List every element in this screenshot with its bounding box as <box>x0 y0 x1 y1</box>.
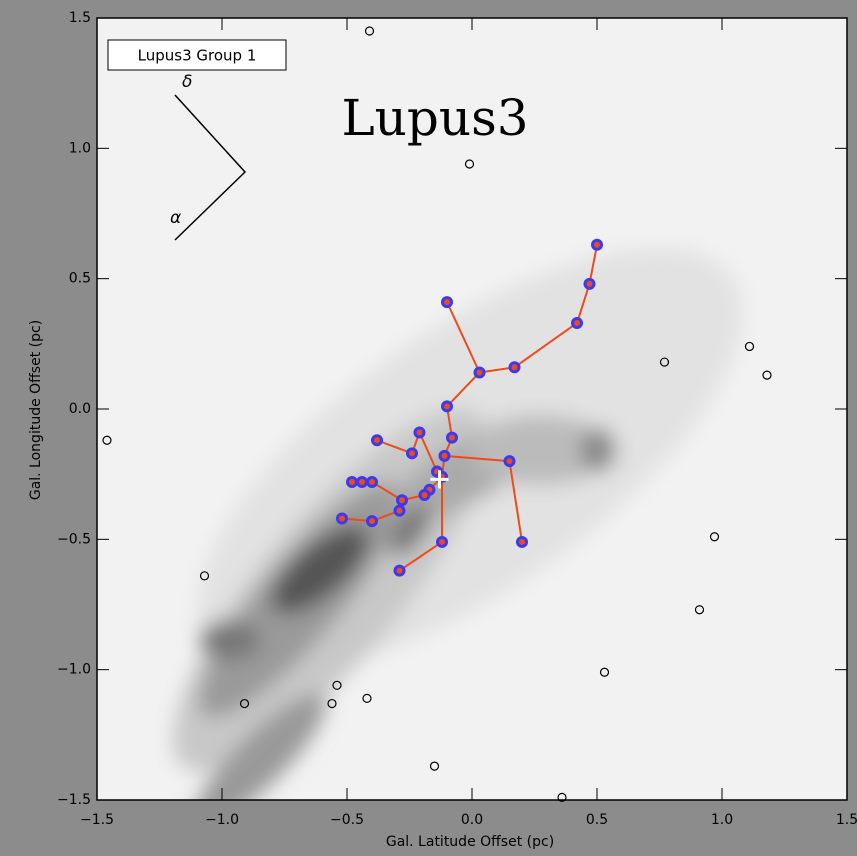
x-tick-label: −0.5 <box>330 812 364 828</box>
compass-east: α <box>170 208 181 228</box>
chart-title: Lupus3 <box>341 89 528 147</box>
member-point <box>348 477 357 486</box>
member-point <box>368 477 377 486</box>
member-point <box>593 240 602 249</box>
y-tick-label: −1.0 <box>57 662 91 678</box>
x-tick-label: −1.0 <box>205 812 239 828</box>
member-point <box>518 537 527 546</box>
member-point <box>438 537 447 546</box>
member-point <box>395 566 404 575</box>
member-point <box>358 477 367 486</box>
member-point <box>368 517 377 526</box>
member-point <box>585 279 594 288</box>
member-point <box>408 449 417 458</box>
member-point <box>338 514 347 523</box>
x-axis-label: Gal. Latitude Offset (pc) <box>386 834 554 850</box>
x-tick-label: 0.5 <box>586 812 608 828</box>
y-tick-label: −0.5 <box>57 531 91 547</box>
member-point <box>420 491 429 500</box>
member-point <box>398 496 407 505</box>
member-point <box>395 506 404 515</box>
member-point <box>415 428 424 437</box>
x-tick-label: 0.0 <box>461 812 483 828</box>
member-point <box>573 318 582 327</box>
member-point <box>443 298 452 307</box>
y-tick-label: −1.5 <box>57 792 91 808</box>
y-tick-label: 1.5 <box>69 10 91 26</box>
y-tick-label: 0.5 <box>69 271 91 287</box>
member-point <box>443 402 452 411</box>
x-tick-label: 1.0 <box>711 812 733 828</box>
member-point <box>448 433 457 442</box>
member-point <box>475 368 484 377</box>
member-point <box>510 363 519 372</box>
y-tick-label: 1.0 <box>69 140 91 156</box>
group-label: Lupus3 Group 1 <box>138 47 257 65</box>
y-tick-label: 0.0 <box>69 401 91 417</box>
x-tick-label: 1.5 <box>836 812 857 828</box>
member-point <box>505 457 514 466</box>
y-axis-label: Gal. Longitude Offset (pc) <box>28 320 44 500</box>
member-point <box>440 451 449 460</box>
compass-north: δ <box>182 72 192 92</box>
chart: Lupus3 Lupus3 Group 1 δ α Gal. Latitude … <box>0 0 857 856</box>
x-tick-label: −1.5 <box>80 812 114 828</box>
member-point <box>373 436 382 445</box>
